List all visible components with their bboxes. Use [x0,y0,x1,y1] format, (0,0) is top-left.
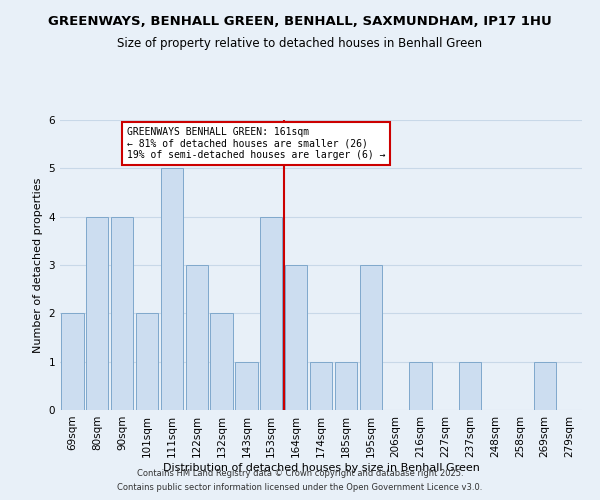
Text: Contains public sector information licensed under the Open Government Licence v3: Contains public sector information licen… [118,484,482,492]
Bar [161,168,183,410]
Text: Size of property relative to detached houses in Benhall Green: Size of property relative to detached ho… [118,38,482,51]
Text: GREENWAYS BENHALL GREEN: 161sqm
← 81% of detached houses are smaller (26)
19% of: GREENWAYS BENHALL GREEN: 161sqm ← 81% of… [127,128,386,160]
Bar [359,265,382,410]
Text: Contains HM Land Registry data © Crown copyright and database right 2025.: Contains HM Land Registry data © Crown c… [137,468,463,477]
Bar [111,216,133,410]
Bar [86,216,109,410]
Bar [285,265,307,410]
X-axis label: Distribution of detached houses by size in Benhall Green: Distribution of detached houses by size … [163,462,479,472]
Text: GREENWAYS, BENHALL GREEN, BENHALL, SAXMUNDHAM, IP17 1HU: GREENWAYS, BENHALL GREEN, BENHALL, SAXMU… [48,15,552,28]
Bar [235,362,257,410]
Bar [310,362,332,410]
Bar [61,314,83,410]
Bar [459,362,481,410]
Y-axis label: Number of detached properties: Number of detached properties [33,178,43,352]
Bar [409,362,431,410]
Bar [260,216,283,410]
Bar [185,265,208,410]
Bar [136,314,158,410]
Bar [211,314,233,410]
Bar [335,362,357,410]
Bar [533,362,556,410]
